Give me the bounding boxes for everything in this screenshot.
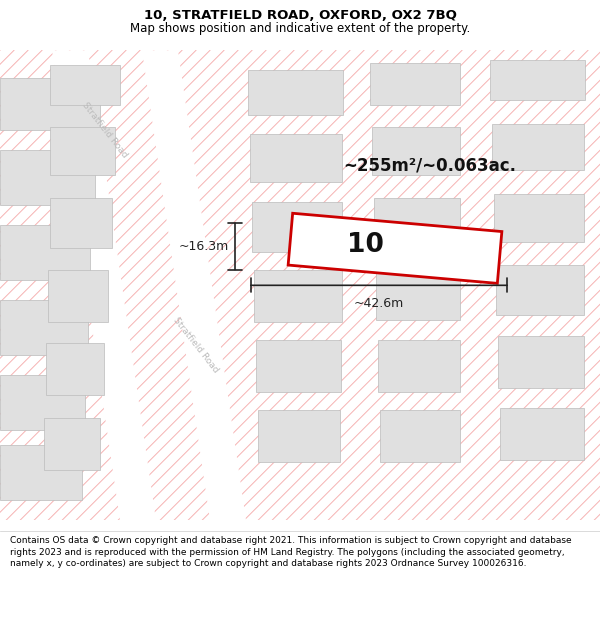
Bar bbox=[44, 418, 100, 470]
Bar bbox=[372, 127, 460, 175]
Bar bbox=[250, 134, 342, 182]
Bar bbox=[370, 63, 460, 105]
Text: ~16.3m: ~16.3m bbox=[179, 240, 229, 252]
Bar bbox=[0, 445, 82, 500]
Text: 10, STRATFIELD ROAD, OXFORD, OX2 7BQ: 10, STRATFIELD ROAD, OXFORD, OX2 7BQ bbox=[143, 9, 457, 22]
Bar bbox=[494, 194, 584, 242]
Bar bbox=[258, 410, 340, 462]
Bar bbox=[46, 343, 104, 396]
Bar bbox=[378, 340, 460, 392]
Bar bbox=[496, 265, 584, 315]
Text: Map shows position and indicative extent of the property.: Map shows position and indicative extent… bbox=[130, 22, 470, 35]
Bar bbox=[500, 408, 584, 460]
Bar bbox=[252, 202, 342, 252]
Bar bbox=[0, 78, 100, 130]
Bar bbox=[288, 213, 502, 283]
Bar bbox=[256, 340, 341, 392]
Polygon shape bbox=[142, 50, 246, 520]
Bar bbox=[48, 270, 108, 322]
Bar bbox=[380, 410, 460, 462]
Bar bbox=[50, 127, 115, 175]
Bar bbox=[254, 270, 342, 322]
Bar bbox=[376, 270, 460, 320]
Bar bbox=[0, 375, 85, 430]
Text: ~255m²/~0.063ac.: ~255m²/~0.063ac. bbox=[343, 156, 517, 174]
Bar bbox=[374, 198, 460, 248]
Bar bbox=[0, 300, 88, 355]
Bar bbox=[50, 198, 112, 248]
Bar bbox=[0, 225, 90, 280]
Text: Contains OS data © Crown copyright and database right 2021. This information is : Contains OS data © Crown copyright and d… bbox=[10, 536, 572, 569]
Text: 10: 10 bbox=[347, 232, 383, 258]
Bar bbox=[248, 70, 343, 115]
Text: Stratfield Road: Stratfield Road bbox=[172, 316, 220, 375]
Polygon shape bbox=[52, 50, 156, 520]
Text: Stratfield Road: Stratfield Road bbox=[80, 101, 130, 160]
Bar bbox=[50, 65, 120, 105]
Bar bbox=[0, 150, 95, 205]
Bar bbox=[490, 60, 585, 100]
Text: ~42.6m: ~42.6m bbox=[354, 298, 404, 310]
Bar bbox=[498, 336, 584, 388]
Bar bbox=[492, 124, 584, 170]
